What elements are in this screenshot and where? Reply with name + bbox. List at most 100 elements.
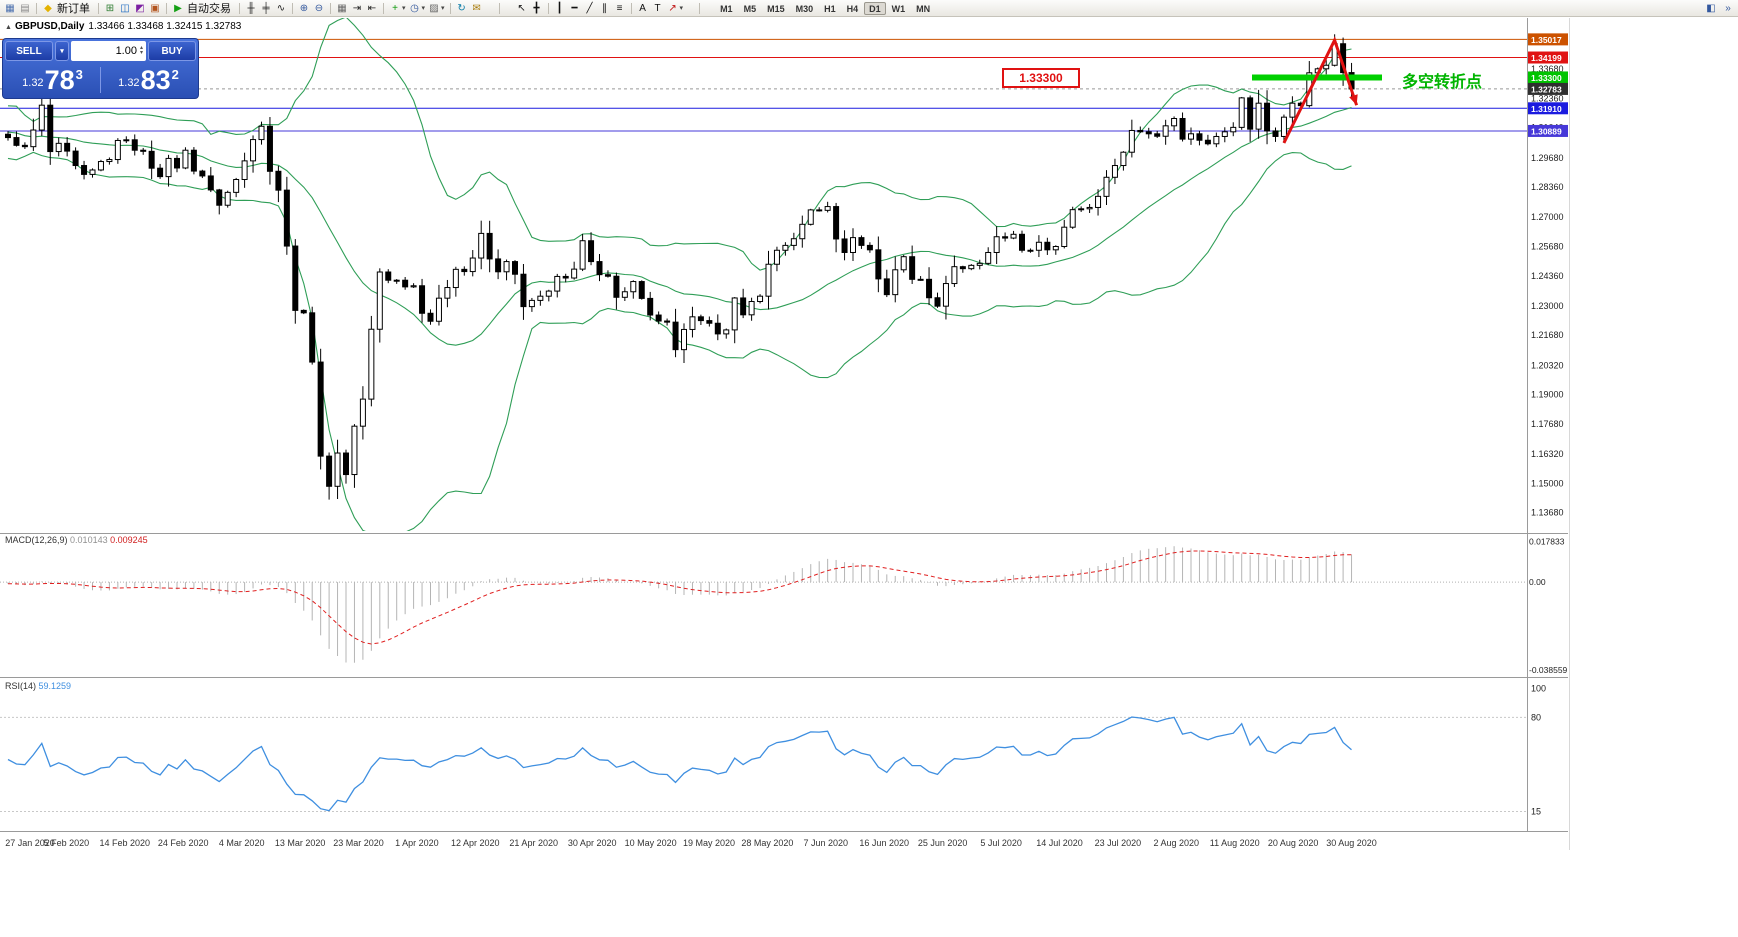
oct-divider	[100, 66, 101, 93]
new-order-icon[interactable]: ◆	[44, 2, 52, 14]
chart-symbol-label: GBPUSD,Daily	[14, 21, 85, 32]
sell-button[interactable]: SELL	[5, 41, 53, 61]
dropdown-caret-icon[interactable]: ▾	[421, 5, 426, 12]
toolbar-separator	[330, 2, 331, 14]
svg-text:28 May 2020: 28 May 2020	[741, 838, 793, 848]
dropdown-caret-icon[interactable]: ▾	[441, 5, 445, 12]
chart-window-icon[interactable]: ◧	[1706, 3, 1716, 14]
svg-text:1.16320: 1.16320	[1531, 449, 1564, 459]
volume-input[interactable]: 1.00 ▴ ▾	[71, 41, 146, 61]
toolbar-button-label[interactable]: 新订单	[57, 3, 90, 15]
refresh-icon[interactable]: ↻	[457, 2, 466, 14]
toolbar-separator	[630, 2, 632, 14]
profiles-icon[interactable]: ▤	[20, 2, 30, 14]
chart-header: ▲ GBPUSD,Daily 1.33466 1.33468 1.32415 1.3…	[5, 21, 241, 32]
svg-text:19 May 2020: 19 May 2020	[683, 838, 735, 848]
toolbar-overflow: ◧»	[1704, 2, 1735, 15]
svg-text:1.24360: 1.24360	[1531, 271, 1564, 281]
periods-icon[interactable]: ◷	[410, 2, 419, 14]
buy-price[interactable]: 1.32 83 2	[101, 66, 196, 93]
stepper-up-icon[interactable]: ▴	[139, 45, 143, 51]
timeframe-w1[interactable]: W1	[887, 2, 911, 15]
volume-stepper[interactable]: ▴ ▾	[139, 45, 143, 56]
buy-button[interactable]: BUY	[148, 41, 196, 61]
svg-text:1.29680: 1.29680	[1531, 153, 1564, 163]
turning-point-label[interactable]: 多空转折点	[1402, 74, 1483, 91]
macd-signal-line	[7, 550, 1352, 645]
horizontal-line-icon[interactable]: ━	[571, 2, 578, 14]
channel-icon[interactable]: ∥	[602, 2, 608, 14]
chart-shift-icon[interactable]: ⇤	[367, 2, 377, 14]
timeframe-m1[interactable]: M1	[715, 2, 738, 15]
timeframe-h1[interactable]: H1	[819, 2, 841, 15]
timeframe-h4[interactable]: H4	[842, 2, 864, 15]
trendline-icon[interactable]: ╱	[586, 2, 593, 14]
oct-collapse-icon[interactable]: ▲	[5, 24, 12, 31]
timeframe-m5[interactable]: M5	[739, 2, 762, 15]
svg-text:7 Jun 2020: 7 Jun 2020	[804, 838, 849, 848]
market-watch-icon[interactable]: ⊞	[105, 2, 115, 14]
toolbar-separator	[449, 2, 451, 14]
svg-text:14 Jul 2020: 14 Jul 2020	[1036, 838, 1083, 848]
new-chart-icon[interactable]: ▦	[5, 2, 15, 14]
svg-text:23 Mar 2020: 23 Mar 2020	[333, 838, 384, 848]
svg-text:20 Aug 2020: 20 Aug 2020	[1268, 838, 1319, 848]
chart-ohlc-values: 1.33466 1.33468 1.32415 1.32783	[88, 21, 242, 32]
trend-arrow[interactable]	[1282, 36, 1359, 144]
toolbar-button-label[interactable]: 自动交易	[187, 3, 231, 15]
main-toolbar: ▦ ▤ ◆ 新订单 ⊞ ◫ ◩ ▣ ▶ 自动交易 ╫ ╪ ∿ ⊕ ⊖ ▦ ⇥ ⇤ + ▾ ◷ ▾ ▨ ▾ ↻ ✉ ↖ ╋ ┃ ━ ╱ ∥ ≡ A T…	[0, 0, 1738, 17]
timeframe-m15[interactable]: M15	[762, 2, 790, 15]
sell-price-prefix: 1.32	[22, 76, 44, 89]
sell-price-big: 78	[44, 64, 75, 95]
svg-text:4 Mar 2020: 4 Mar 2020	[219, 838, 265, 848]
svg-text:1.30889: 1.30889	[1531, 126, 1562, 136]
crosshair-icon[interactable]: ╋	[533, 2, 540, 14]
templates-icon[interactable]: ▨	[429, 2, 439, 14]
news-icon[interactable]: ✉	[472, 2, 481, 14]
svg-text:1.31910: 1.31910	[1531, 104, 1562, 114]
dropdown-caret-icon[interactable]: ▾	[679, 5, 684, 12]
indicators-icon[interactable]: +	[392, 2, 398, 14]
timeframe-m30[interactable]: M30	[791, 2, 819, 15]
timeframe-mn[interactable]: MN	[911, 2, 935, 15]
svg-text:0.017833: 0.017833	[1529, 537, 1565, 547]
trend-arrow-head	[1349, 94, 1358, 106]
stepper-down-icon[interactable]: ▾	[139, 50, 143, 56]
svg-text:1.13680: 1.13680	[1531, 508, 1564, 518]
navigator-icon[interactable]: ◩	[135, 2, 145, 14]
arrows-icon[interactable]: ↗	[668, 2, 677, 14]
toolbar-overflow-icon[interactable]: »	[1725, 3, 1731, 14]
zoom-in-icon[interactable]: ⊕	[299, 2, 309, 14]
timeframe-d1[interactable]: D1	[864, 1, 886, 15]
order-type-dropdown[interactable]: ▾	[55, 41, 69, 61]
pane-dividers	[0, 18, 1570, 850]
price-callout[interactable]: 1.33300	[1002, 68, 1080, 88]
svg-text:10 May 2020: 10 May 2020	[625, 838, 677, 848]
text-icon[interactable]: A	[639, 2, 646, 14]
macd-pane: 0.017833 0.00 -0.038559	[0, 537, 1568, 675]
tile-windows-icon[interactable]: ▦	[337, 2, 347, 14]
buy-price-prefix: 1.32	[118, 76, 140, 89]
candlestick-chart-icon[interactable]: ╪	[262, 2, 270, 14]
label-icon[interactable]: T	[654, 2, 661, 14]
toolbar-separator	[699, 2, 701, 14]
data-window-icon[interactable]: ◫	[120, 2, 130, 14]
fibonacci-icon[interactable]: ≡	[616, 2, 623, 14]
cursor-icon[interactable]: ↖	[517, 2, 526, 14]
terminal-icon[interactable]: ▣	[150, 2, 160, 14]
svg-text:16 Jun 2020: 16 Jun 2020	[859, 838, 909, 848]
bar-chart-icon[interactable]: ╫	[247, 2, 255, 14]
vertical-line-icon[interactable]: ┃	[556, 2, 563, 14]
line-chart-icon[interactable]: ∿	[276, 2, 286, 14]
sell-price[interactable]: 1.32 78 3	[5, 64, 100, 95]
autotrading-icon[interactable]: ▶	[174, 2, 182, 14]
rsi-label: RSI(14)	[5, 681, 37, 691]
auto-scroll-icon[interactable]: ⇥	[352, 2, 362, 14]
zoom-out-icon[interactable]: ⊖	[314, 2, 324, 14]
svg-text:30 Apr 2020: 30 Apr 2020	[568, 838, 617, 848]
dropdown-caret-icon[interactable]: ▾	[402, 5, 406, 12]
svg-text:1.27000: 1.27000	[1531, 212, 1564, 222]
